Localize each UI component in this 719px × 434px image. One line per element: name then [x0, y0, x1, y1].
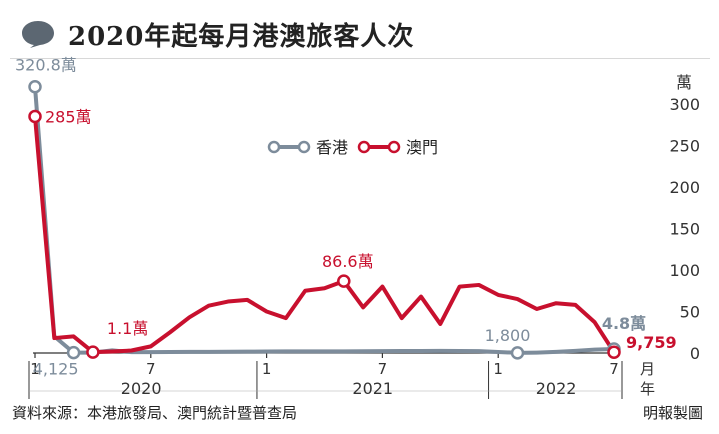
x-tick-label: 7	[609, 360, 619, 378]
y-tick-label: 250	[669, 137, 700, 156]
y-tick-label: 300	[669, 95, 700, 114]
data-point-marker	[607, 345, 621, 359]
x-tick-label: 1	[262, 360, 272, 378]
speech-bubble-shape	[22, 21, 54, 48]
legend-marker	[297, 140, 311, 154]
data-point-marker	[28, 109, 42, 124]
year-label: 2020	[121, 379, 162, 398]
y-tick-label: 200	[669, 178, 700, 197]
legend-marker	[387, 140, 401, 154]
annotation-macau-peak: 285萬	[45, 107, 92, 126]
annotation-macau-low: 1.1萬	[107, 319, 148, 338]
x-month-unit-label: 月	[640, 360, 655, 378]
series-line-macau	[33, 114, 616, 355]
x-year-unit-label: 年	[640, 380, 655, 398]
year-label: 2022	[536, 379, 577, 398]
year-label: 2021	[352, 379, 393, 398]
annotation-macau-2021-high: 86.6萬	[322, 252, 374, 271]
legend-marker	[357, 140, 371, 154]
annotation-hk-latest: 4.8萬	[602, 314, 646, 333]
annotation-macau-latest: 9,759	[626, 333, 677, 352]
legend-marker	[267, 140, 281, 154]
x-tick-label: 7	[378, 360, 388, 378]
y-tick-label: 50	[680, 303, 700, 322]
annotation-hk-low: 4,125	[33, 360, 79, 379]
y-tick-label: 150	[669, 220, 700, 239]
speech-bubble-icon	[22, 21, 54, 48]
x-tick-label: 1	[493, 360, 503, 378]
annotation-hk-2022-low: 1,800	[485, 326, 531, 345]
y-tick-label: 100	[669, 261, 700, 280]
data-point-marker	[337, 274, 351, 288]
source-note: 資料來源：本港旅發局、澳門統計暨普查局	[12, 404, 298, 422]
series-line-hongkong	[33, 84, 616, 355]
credit-note: 明報製圖	[642, 404, 703, 422]
chart-title: 2020年起每月港澳旅客人次	[68, 22, 415, 52]
x-tick-label: 7	[146, 360, 156, 378]
x-tick-label: 1	[30, 360, 40, 378]
data-point-marker	[28, 79, 42, 94]
data-point-marker	[510, 346, 525, 360]
legend-label: 香港	[316, 138, 348, 157]
legend-label: 澳門	[406, 138, 438, 157]
y-tick-label: 0	[690, 344, 700, 363]
y-unit-label: 萬	[676, 73, 692, 92]
title-bar: 2020年起每月港澳旅客人次	[10, 6, 710, 59]
annotation-hk-peak: 320.8萬	[15, 56, 77, 75]
data-point-marker	[86, 345, 100, 359]
data-point-marker	[66, 345, 81, 360]
